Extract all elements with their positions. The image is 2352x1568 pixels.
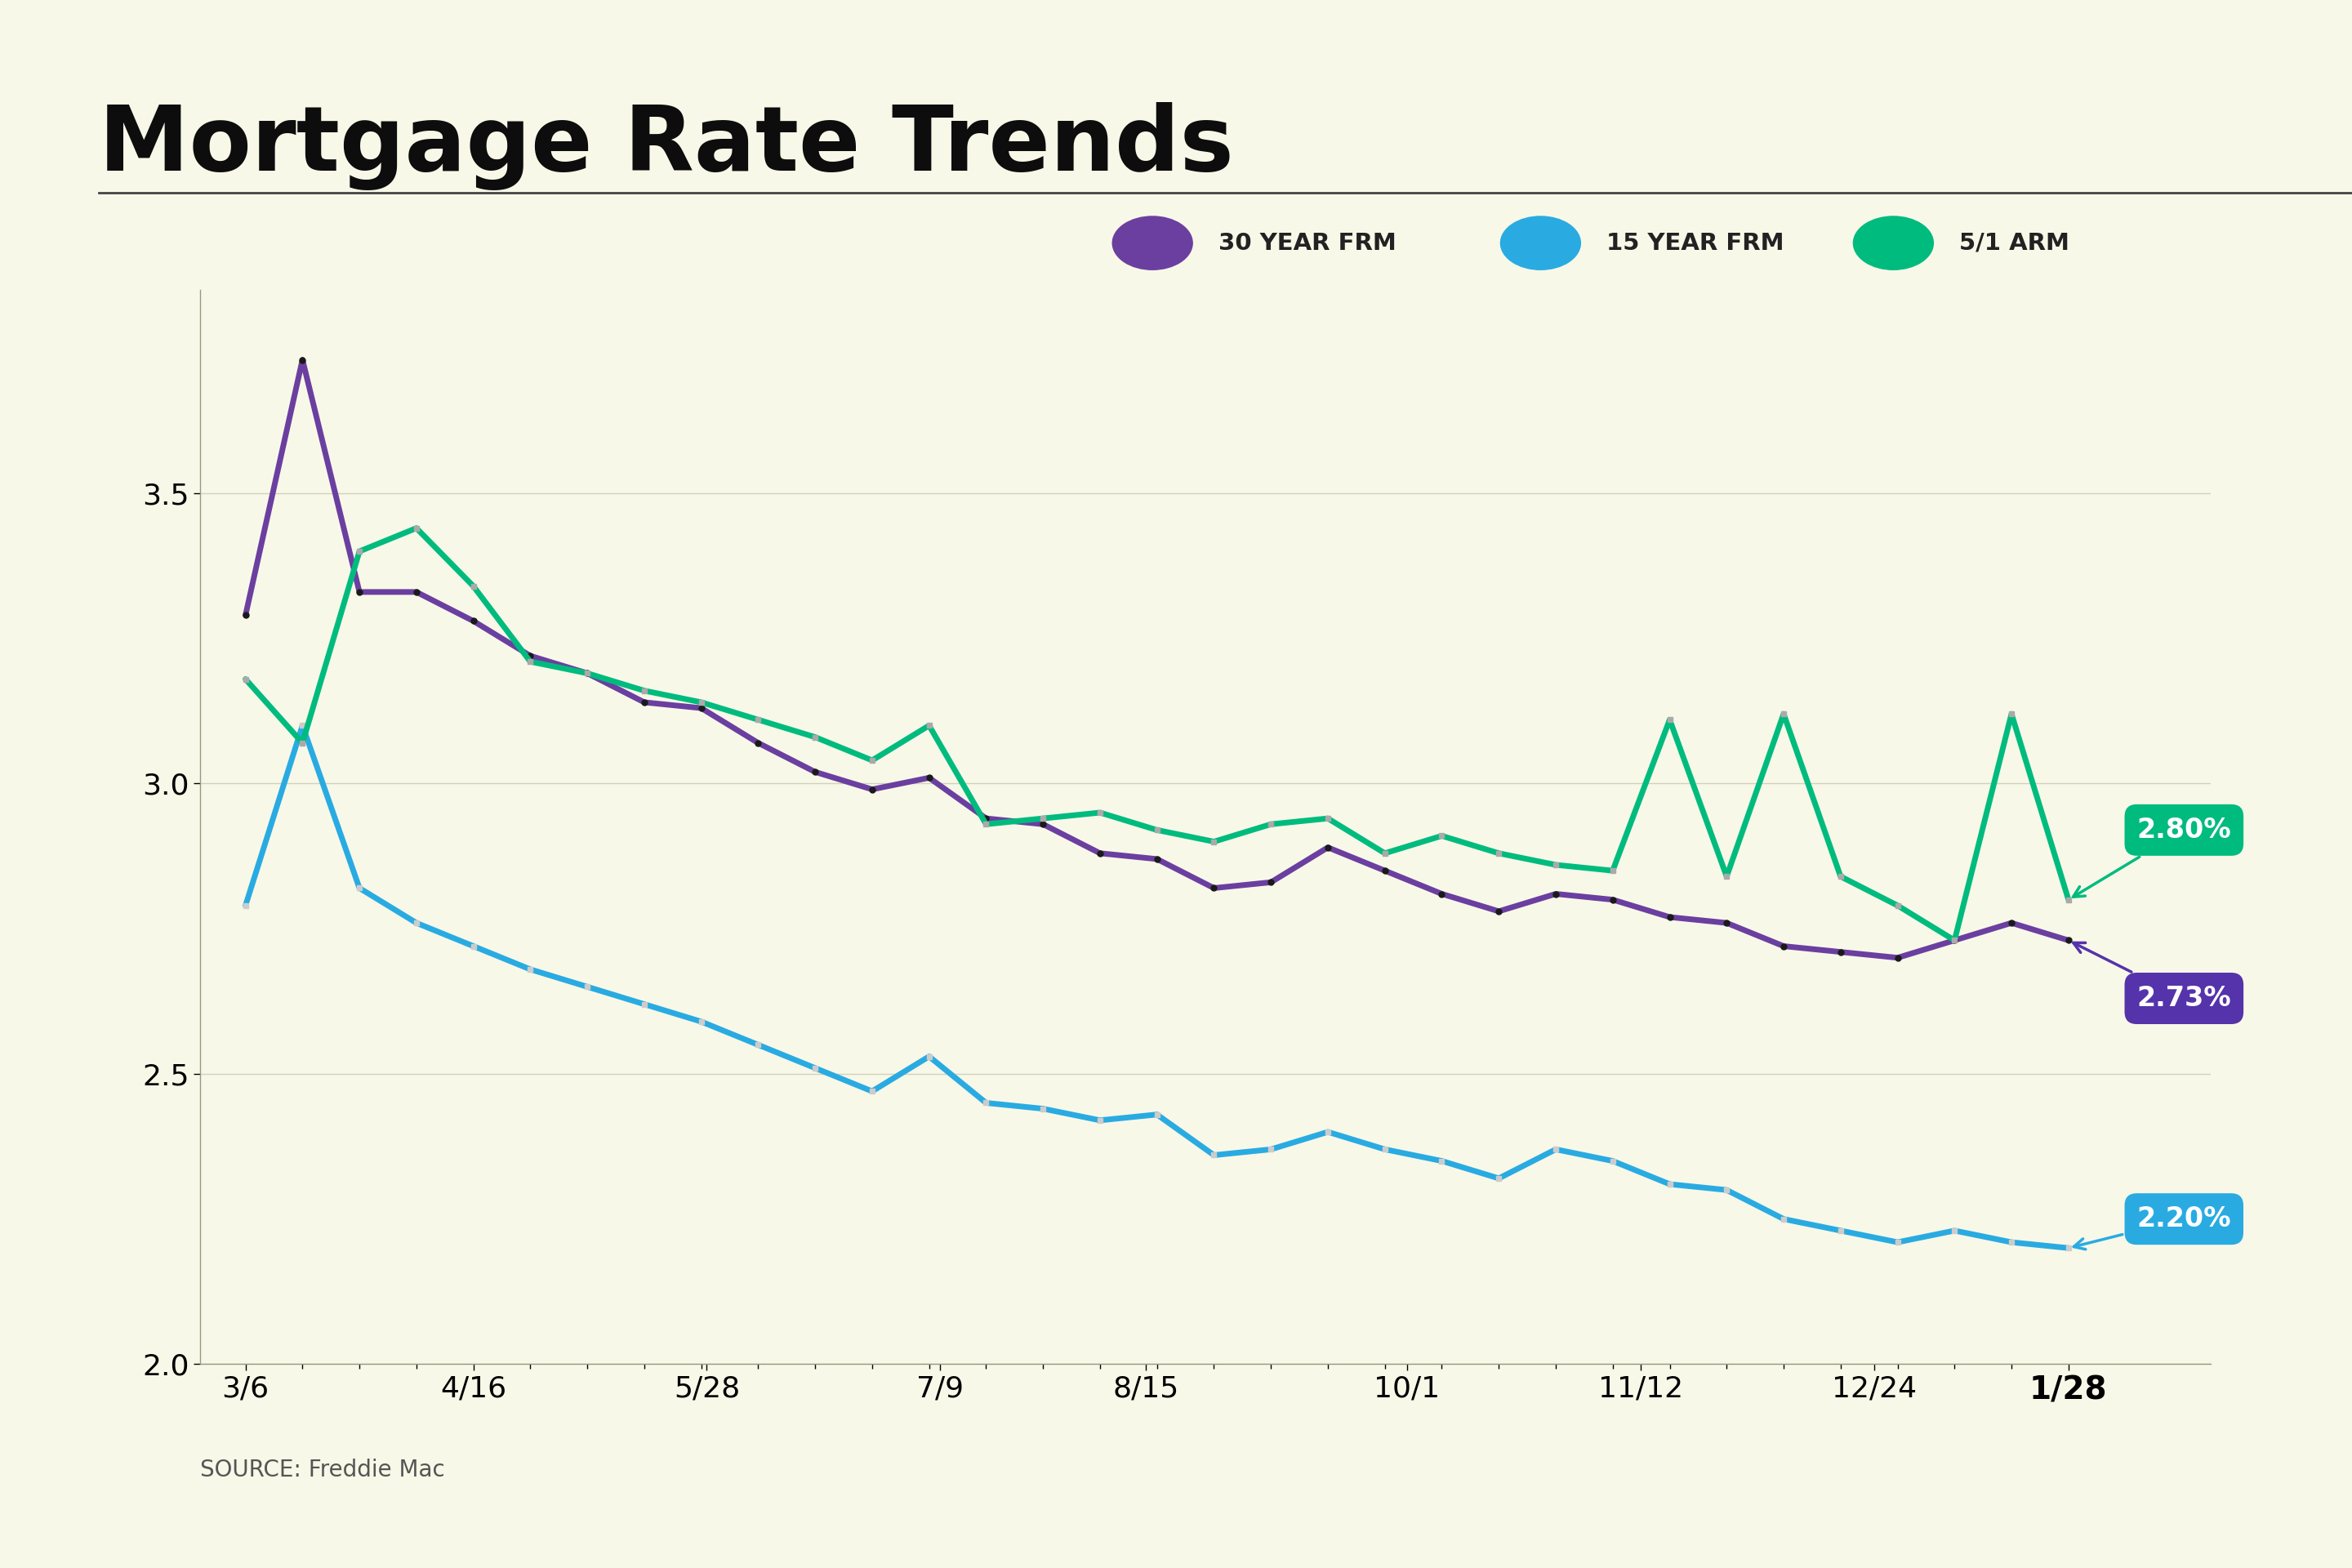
Text: 15 YEAR FRM: 15 YEAR FRM bbox=[1606, 232, 1785, 254]
Text: SOURCE: Freddie Mac: SOURCE: Freddie Mac bbox=[200, 1458, 445, 1482]
Text: 5/1 ARM: 5/1 ARM bbox=[1959, 232, 2070, 254]
Text: 30 YEAR FRM: 30 YEAR FRM bbox=[1218, 232, 1397, 254]
Text: Mortgage Rate Trends: Mortgage Rate Trends bbox=[99, 102, 1235, 190]
Text: 2.73%: 2.73% bbox=[2074, 942, 2232, 1011]
Text: 2.80%: 2.80% bbox=[2072, 817, 2232, 897]
Text: 2.20%: 2.20% bbox=[2074, 1206, 2232, 1250]
